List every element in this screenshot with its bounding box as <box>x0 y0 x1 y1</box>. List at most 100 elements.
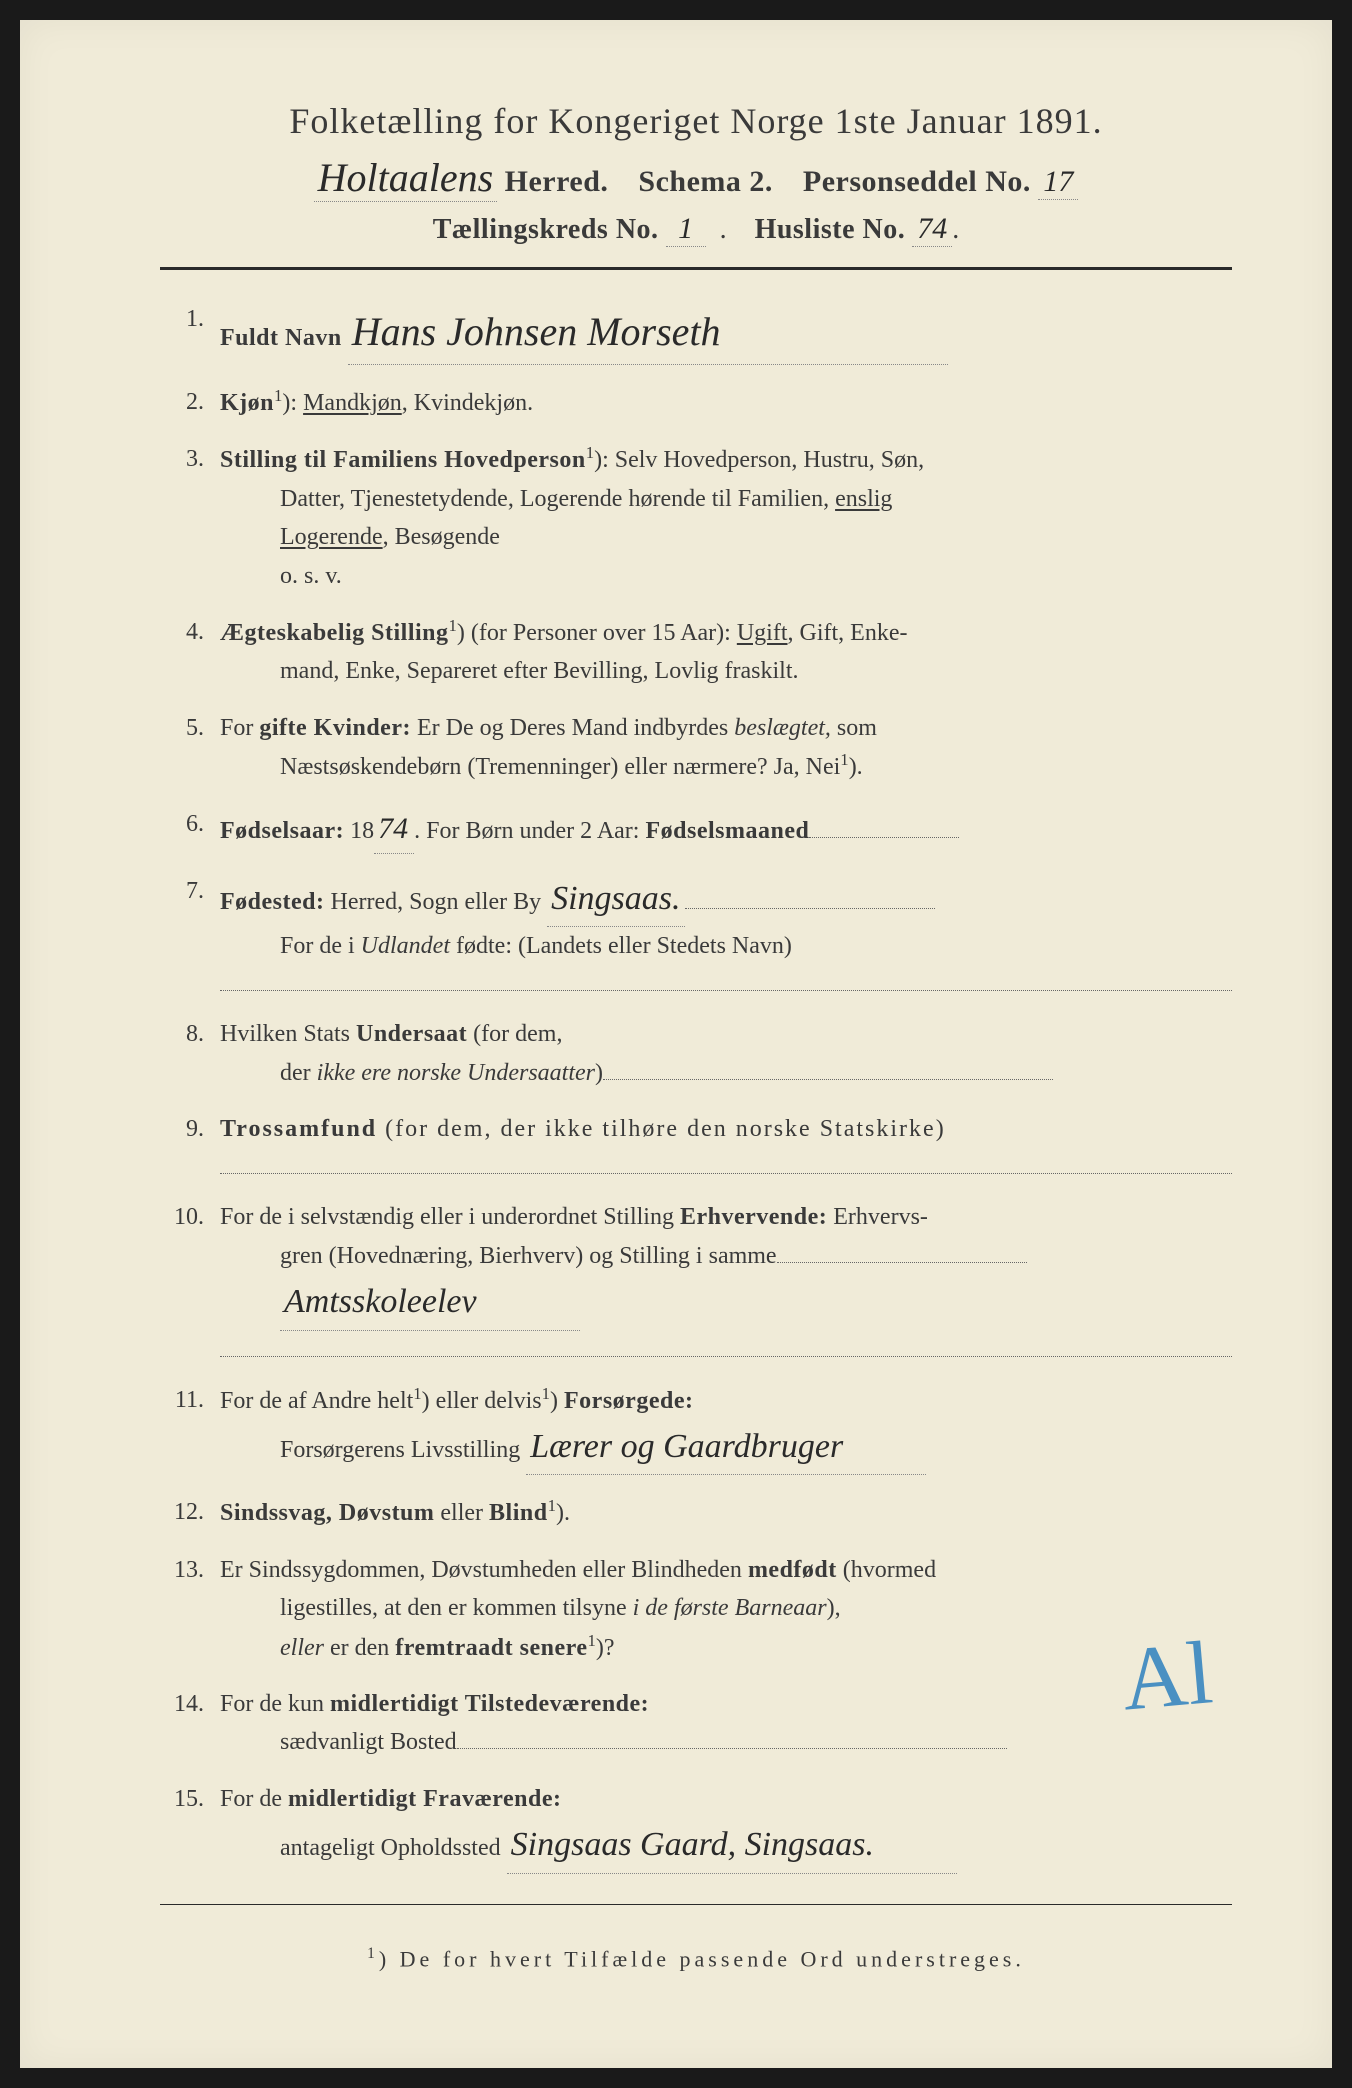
text: For de i <box>280 933 361 959</box>
blank <box>457 1748 1007 1749</box>
kreds-label: Tællingskreds No. <box>433 214 659 245</box>
item-number: 12. <box>170 1493 220 1532</box>
residence-value: Singsaas Gaard, Singsaas. <box>507 1818 957 1873</box>
cont: Forsørgerens Livsstilling Lærer og Gaard… <box>220 1420 1232 1475</box>
census-form-page: Folketælling for Kongeriget Norge 1ste J… <box>20 20 1332 2068</box>
item-2: 2. Kjøn1): Mandkjøn, Kvindekjøn. <box>170 383 1232 422</box>
item-body: For de midlertidigt Fraværende: antageli… <box>220 1780 1232 1874</box>
item-number: 4. <box>170 613 220 691</box>
italic-text: Udlandet <box>361 933 450 959</box>
blank-line <box>220 971 1232 991</box>
selected: Logerende <box>280 524 383 550</box>
item-3: 3. Stilling til Familiens Hovedperson1):… <box>170 440 1232 595</box>
text: , Gift, Enke- <box>788 620 908 646</box>
item-body: Fødselsaar: 1874. For Børn under 2 Aar: … <box>220 805 1232 854</box>
item-10: 10. For de i selvstændig eller i underor… <box>170 1198 1232 1362</box>
footnote-ref: 1 <box>548 1496 556 1515</box>
sub-label: antageligt Opholdssted <box>280 1835 501 1861</box>
occupation-value: Amtsskoleelev <box>280 1275 580 1330</box>
field-label: Erhvervende: <box>680 1204 827 1230</box>
schema-label: Schema 2. <box>638 165 773 198</box>
cont: der ikke ere norske Undersaatter) <box>220 1054 1232 1092</box>
header-divider <box>160 267 1232 270</box>
item-number: 1. <box>170 300 220 365</box>
field-label: Undersaat <box>356 1021 467 1047</box>
field-label: Forsørgede: <box>564 1388 693 1414</box>
main-title: Folketælling for Kongeriget Norge 1ste J… <box>160 100 1232 142</box>
item-number: 3. <box>170 440 220 595</box>
text: (for dem, der ikke tilhøre den norske St… <box>377 1116 946 1142</box>
text: ): Selv Hovedperson, Hustru, Søn, <box>594 447 924 473</box>
cont: For de i Udlandet fødte: (Landets eller … <box>220 927 1232 965</box>
text: fødte: (Landets eller Stedets Navn) <box>450 933 792 959</box>
text: ). <box>556 1500 570 1526</box>
footnote-ref: 1 <box>449 616 457 635</box>
cont: Logerende, Besøgende <box>220 518 1232 556</box>
footnote-text: ) De for hvert Tilfælde passende Ord und… <box>379 1946 1025 1971</box>
text: ) <box>550 1388 564 1414</box>
text: . For Børn under 2 Aar: <box>414 818 645 844</box>
cont: o. s. v. <box>220 557 1232 595</box>
item-body: Stilling til Familiens Hovedperson1): Se… <box>220 440 1232 595</box>
text: Hvilken Stats <box>220 1021 356 1047</box>
field-label: Trossamfund <box>220 1116 377 1142</box>
footnote: 1) De for hvert Tilfælde passende Ord un… <box>160 1945 1232 1972</box>
form-items: 1. Fuldt Navn Hans Johnsen Morseth 2. Kj… <box>160 300 1232 1874</box>
item-4: 4. Ægteskabelig Stilling1) (for Personer… <box>170 613 1232 691</box>
item-6: 6. Fødselsaar: 1874. For Børn under 2 Aa… <box>170 805 1232 854</box>
text: ligestilles, at den er kommen tilsyne <box>280 1595 633 1621</box>
field-label: gifte Kvinder: <box>259 715 411 741</box>
provider-value: Lærer og Gaardbruger <box>526 1420 926 1475</box>
item-number: 10. <box>170 1198 220 1362</box>
blue-annotation: Al <box>1118 1621 1217 1731</box>
selected: enslig <box>835 486 892 512</box>
item-number: 2. <box>170 383 220 422</box>
footnote-ref: 1 <box>840 750 848 769</box>
personseddel-label: Personseddel No. <box>803 165 1031 198</box>
item-15: 15. For de midlertidigt Fraværende: anta… <box>170 1780 1232 1874</box>
sub-label: Forsørgerens Livsstilling <box>280 1437 520 1463</box>
text: )? <box>596 1635 615 1661</box>
text: ). <box>849 754 863 780</box>
item-number: 5. <box>170 709 220 787</box>
cont: sædvanligt Bosted <box>220 1723 1232 1761</box>
text: ) eller delvis <box>422 1388 542 1414</box>
item-body: Hvilken Stats Undersaat (for dem, der ik… <box>220 1015 1232 1092</box>
herred-value: Holtaalens <box>314 154 498 202</box>
item-body: Kjøn1): Mandkjøn, Kvindekjøn. <box>220 383 1232 422</box>
husliste-no: 74 <box>912 212 952 247</box>
item-12: 12. Sindssvag, Døvstum eller Blind1). <box>170 1493 1232 1532</box>
field-label: Blind <box>489 1500 548 1526</box>
footnote-marker: 1 <box>367 1945 379 1962</box>
item-body: For de kun midlertidigt Tilstedeværende:… <box>220 1685 1232 1762</box>
item-number: 11. <box>170 1381 220 1476</box>
selected: Ugift <box>737 620 788 646</box>
cont: gren (Hovednæring, Bierhverv) og Stillin… <box>220 1237 1232 1275</box>
footer-divider <box>160 1904 1232 1905</box>
cont: Datter, Tjenestetydende, Logerende høren… <box>220 480 1232 518</box>
field-label: Kjøn <box>220 390 274 416</box>
italic-text: eller <box>280 1635 324 1661</box>
item-8: 8. Hvilken Stats Undersaat (for dem, der… <box>170 1015 1232 1092</box>
footnote-ref: 1 <box>587 1631 595 1650</box>
item-9: 9. Trossamfund (for dem, der ikke tilhør… <box>170 1110 1232 1180</box>
italic-text: i de første Barneaar <box>633 1595 827 1621</box>
text: Er De og Deres Mand indbyrdes <box>411 715 734 741</box>
field-label: Fødselsmaaned <box>645 818 809 844</box>
field-label: Stilling til Familiens Hovedperson <box>220 447 586 473</box>
birthplace-value: Singsaas. <box>547 872 684 927</box>
text: gren (Hovednæring, Bierhverv) og Stillin… <box>280 1243 777 1269</box>
item-body: Sindssvag, Døvstum eller Blind1). <box>220 1493 1232 1532</box>
item-5: 5. For gifte Kvinder: Er De og Deres Man… <box>170 709 1232 787</box>
field-label: Fødselsaar: <box>220 818 344 844</box>
footnote-ref: 1 <box>542 1384 550 1403</box>
text: Erhvervs- <box>827 1204 928 1230</box>
header-line-2: Holtaalens Herred. Schema 2. Personsedde… <box>160 154 1232 202</box>
field-label: medfødt <box>748 1557 837 1583</box>
text: ), <box>827 1595 841 1621</box>
birth-year: 74 <box>374 805 414 854</box>
text: Næstsøskendebørn (Tremenninger) eller næ… <box>280 754 840 780</box>
herred-label: Herred. <box>505 165 609 198</box>
text: ): <box>282 390 303 416</box>
cont: antageligt Opholdssted Singsaas Gaard, S… <box>220 1818 1232 1873</box>
